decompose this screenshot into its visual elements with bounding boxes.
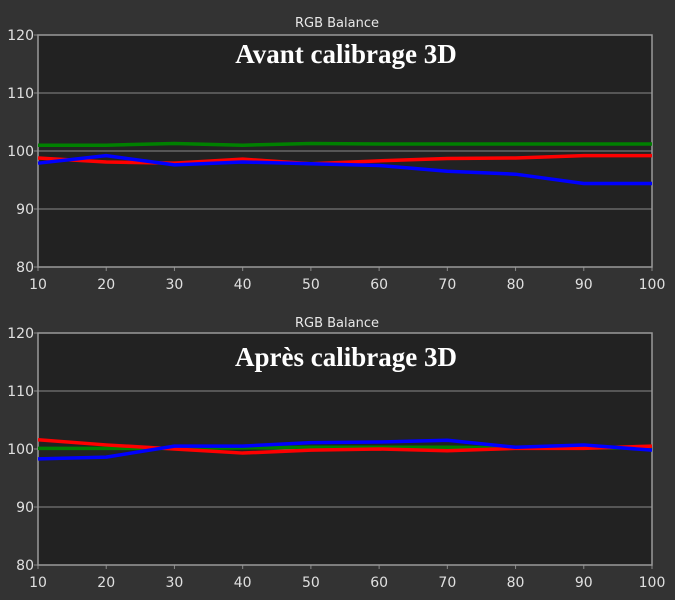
series-line-red (37, 153, 652, 166)
x-tick-label: 60 (370, 575, 388, 591)
chart-title: RGB Balance (295, 316, 379, 331)
x-tick-label: 10 (29, 575, 47, 591)
x-tick-label: 40 (234, 277, 252, 293)
x-tick-label: 70 (438, 277, 456, 293)
y-tick-label: 110 (7, 384, 34, 400)
series-line-blue (37, 153, 652, 186)
chart-annotation: Après calibrage 3D (235, 342, 457, 372)
y-tick-label: 80 (16, 260, 34, 276)
y-tick-label: 120 (7, 326, 34, 342)
x-tick-label: 50 (302, 575, 320, 591)
x-tick-label: 100 (639, 575, 666, 591)
x-tick-label: 80 (507, 575, 525, 591)
x-tick-label: 60 (370, 277, 388, 293)
y-tick-label: 100 (7, 442, 34, 458)
x-tick-label: 40 (234, 575, 252, 591)
x-tick-label: 20 (97, 575, 115, 591)
y-tick-label: 80 (16, 558, 34, 574)
chart-title: RGB Balance (295, 16, 379, 31)
x-tick-label: 10 (29, 277, 47, 293)
x-tick-label: 30 (166, 277, 184, 293)
y-tick-label: 120 (7, 28, 34, 44)
y-tick-label: 110 (7, 86, 34, 102)
chart-2: 80 90 100 110 120 10 20 30 40 50 60 70 80 90 100 RGB Ba… (7, 316, 665, 591)
x-tick-label: 70 (438, 575, 456, 591)
series-line-green (38, 141, 652, 147)
x-tick-label: 50 (302, 277, 320, 293)
y-tick-label: 90 (16, 202, 34, 218)
chart-annotation: Avant calibrage 3D (235, 39, 456, 69)
chart-1: 80 90 100 110 120 10 20 30 40 50 60 70 80 90 100 RGB Ba… (7, 16, 665, 293)
x-tick-label: 90 (575, 575, 593, 591)
x-tick-label: 20 (97, 277, 115, 293)
x-tick-label: 80 (507, 277, 525, 293)
series-line-red (37, 437, 653, 455)
y-tick-label: 100 (7, 144, 34, 160)
x-tick-label: 90 (575, 277, 593, 293)
series-line-blue (37, 438, 653, 461)
plot-frame (37, 34, 653, 268)
x-tick-label: 30 (166, 575, 184, 591)
x-tick-label: 100 (639, 277, 666, 293)
y-tick-label: 90 (16, 500, 34, 516)
